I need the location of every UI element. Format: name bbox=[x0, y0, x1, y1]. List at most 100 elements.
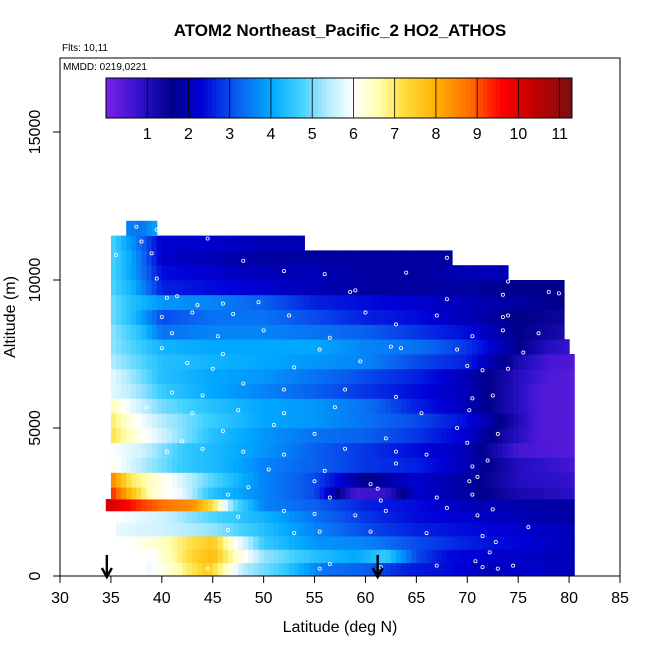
heatmap-cell bbox=[334, 309, 341, 325]
heatmap-cell bbox=[426, 294, 433, 310]
heatmap-cell bbox=[289, 398, 295, 414]
heatmap-cell bbox=[487, 536, 494, 550]
heatmap-cell bbox=[146, 428, 153, 444]
heatmap-cell bbox=[278, 413, 285, 429]
heatmap-cell bbox=[472, 428, 479, 444]
heatmap-cell bbox=[416, 457, 423, 473]
heatmap-cell bbox=[482, 536, 489, 550]
sample-point bbox=[271, 423, 276, 428]
heatmap-cell bbox=[441, 309, 448, 325]
heatmap-cell bbox=[457, 368, 463, 384]
sample-point bbox=[220, 301, 225, 306]
heatmap-cell bbox=[334, 354, 341, 370]
heatmap-cell bbox=[166, 549, 173, 564]
heatmap-cell bbox=[426, 413, 433, 429]
heatmap-cell bbox=[340, 428, 346, 444]
heatmap-cell bbox=[187, 549, 193, 564]
heatmap-cell bbox=[360, 428, 367, 444]
sample-point bbox=[368, 482, 373, 487]
heatmap-cell bbox=[553, 280, 560, 296]
heatmap-cell bbox=[217, 472, 224, 488]
heatmap-cell bbox=[121, 368, 127, 384]
heatmap-cell bbox=[207, 339, 214, 355]
colorbar-cell bbox=[559, 78, 565, 118]
heatmap-cell bbox=[243, 428, 249, 444]
heatmap-cell bbox=[528, 510, 535, 524]
heatmap-cell bbox=[406, 383, 412, 399]
heatmap-cell bbox=[253, 487, 260, 500]
heatmap-cell bbox=[273, 510, 280, 524]
heatmap-cell bbox=[406, 339, 412, 355]
heatmap-cell bbox=[319, 280, 326, 296]
heatmap-cell bbox=[197, 499, 204, 512]
heatmap-cell bbox=[329, 398, 336, 414]
heatmap-cell bbox=[243, 472, 249, 488]
heatmap-cell bbox=[253, 368, 260, 384]
heatmap-cell bbox=[233, 250, 239, 266]
heatmap-cell bbox=[278, 522, 285, 537]
heatmap-cell bbox=[385, 562, 392, 576]
colorbar-cell bbox=[156, 78, 162, 118]
heatmap-cell bbox=[334, 522, 341, 537]
heatmap-cell bbox=[401, 457, 407, 473]
heatmap-cell bbox=[268, 522, 275, 537]
heatmap-cell bbox=[187, 324, 193, 340]
heatmap-cell bbox=[355, 562, 361, 576]
heatmap-cell bbox=[416, 398, 423, 414]
heatmap-cell bbox=[141, 265, 148, 281]
heatmap-cell bbox=[472, 413, 479, 429]
heatmap-cell bbox=[233, 324, 239, 340]
heatmap-cell bbox=[233, 472, 239, 488]
heatmap-cell bbox=[294, 457, 300, 473]
sample-point bbox=[424, 452, 429, 457]
heatmap-cell bbox=[431, 339, 438, 355]
heatmap-cell bbox=[421, 522, 428, 537]
colorbar-cell bbox=[148, 78, 154, 118]
heatmap-cell bbox=[518, 510, 524, 524]
heatmap-cell bbox=[151, 368, 158, 384]
heatmap-cell bbox=[513, 280, 519, 296]
heatmap-cell bbox=[228, 428, 234, 444]
heatmap-cell bbox=[289, 235, 295, 251]
heatmap-cell bbox=[197, 235, 204, 251]
sample-point bbox=[144, 405, 149, 410]
heatmap-cell bbox=[258, 510, 265, 524]
heatmap-cell bbox=[202, 354, 209, 370]
heatmap-cell bbox=[329, 324, 336, 340]
heatmap-cell bbox=[217, 309, 224, 325]
heatmap-cell bbox=[401, 368, 407, 384]
heatmap-cell bbox=[309, 522, 316, 537]
heatmap-cell bbox=[538, 487, 545, 500]
heatmap-cell bbox=[131, 294, 137, 310]
heatmap-cell bbox=[182, 510, 188, 524]
heatmap-cell bbox=[406, 442, 412, 458]
heatmap-cell bbox=[355, 428, 361, 444]
heatmap-cell bbox=[385, 324, 392, 340]
x-tick-label: 45 bbox=[204, 590, 222, 607]
heatmap-cell bbox=[533, 549, 540, 564]
heatmap-cell bbox=[334, 442, 341, 458]
heatmap-cell bbox=[156, 294, 163, 310]
heatmap-cell bbox=[141, 220, 148, 236]
heatmap-cell bbox=[487, 510, 494, 524]
heatmap-cell bbox=[217, 250, 224, 266]
heatmap-cell bbox=[396, 510, 402, 524]
heatmap-cell bbox=[273, 536, 280, 550]
heatmap-cell bbox=[248, 510, 255, 524]
heatmap-cell bbox=[278, 549, 285, 564]
heatmap-cell bbox=[284, 250, 290, 266]
heatmap-cell bbox=[110, 442, 117, 458]
heatmap-cell bbox=[513, 294, 519, 310]
heatmap-cell bbox=[416, 383, 423, 399]
sample-point bbox=[322, 272, 327, 277]
heatmap-cell bbox=[284, 472, 290, 488]
heatmap-cell bbox=[416, 562, 423, 576]
heatmap-cell bbox=[238, 510, 244, 524]
heatmap-cell bbox=[284, 368, 290, 384]
heatmap-cell bbox=[370, 442, 377, 458]
heatmap-cell bbox=[355, 265, 361, 281]
heatmap-cell bbox=[126, 280, 132, 296]
heatmap-cell bbox=[421, 428, 428, 444]
heatmap-cell bbox=[385, 487, 392, 500]
colorbar-cell bbox=[118, 78, 124, 118]
